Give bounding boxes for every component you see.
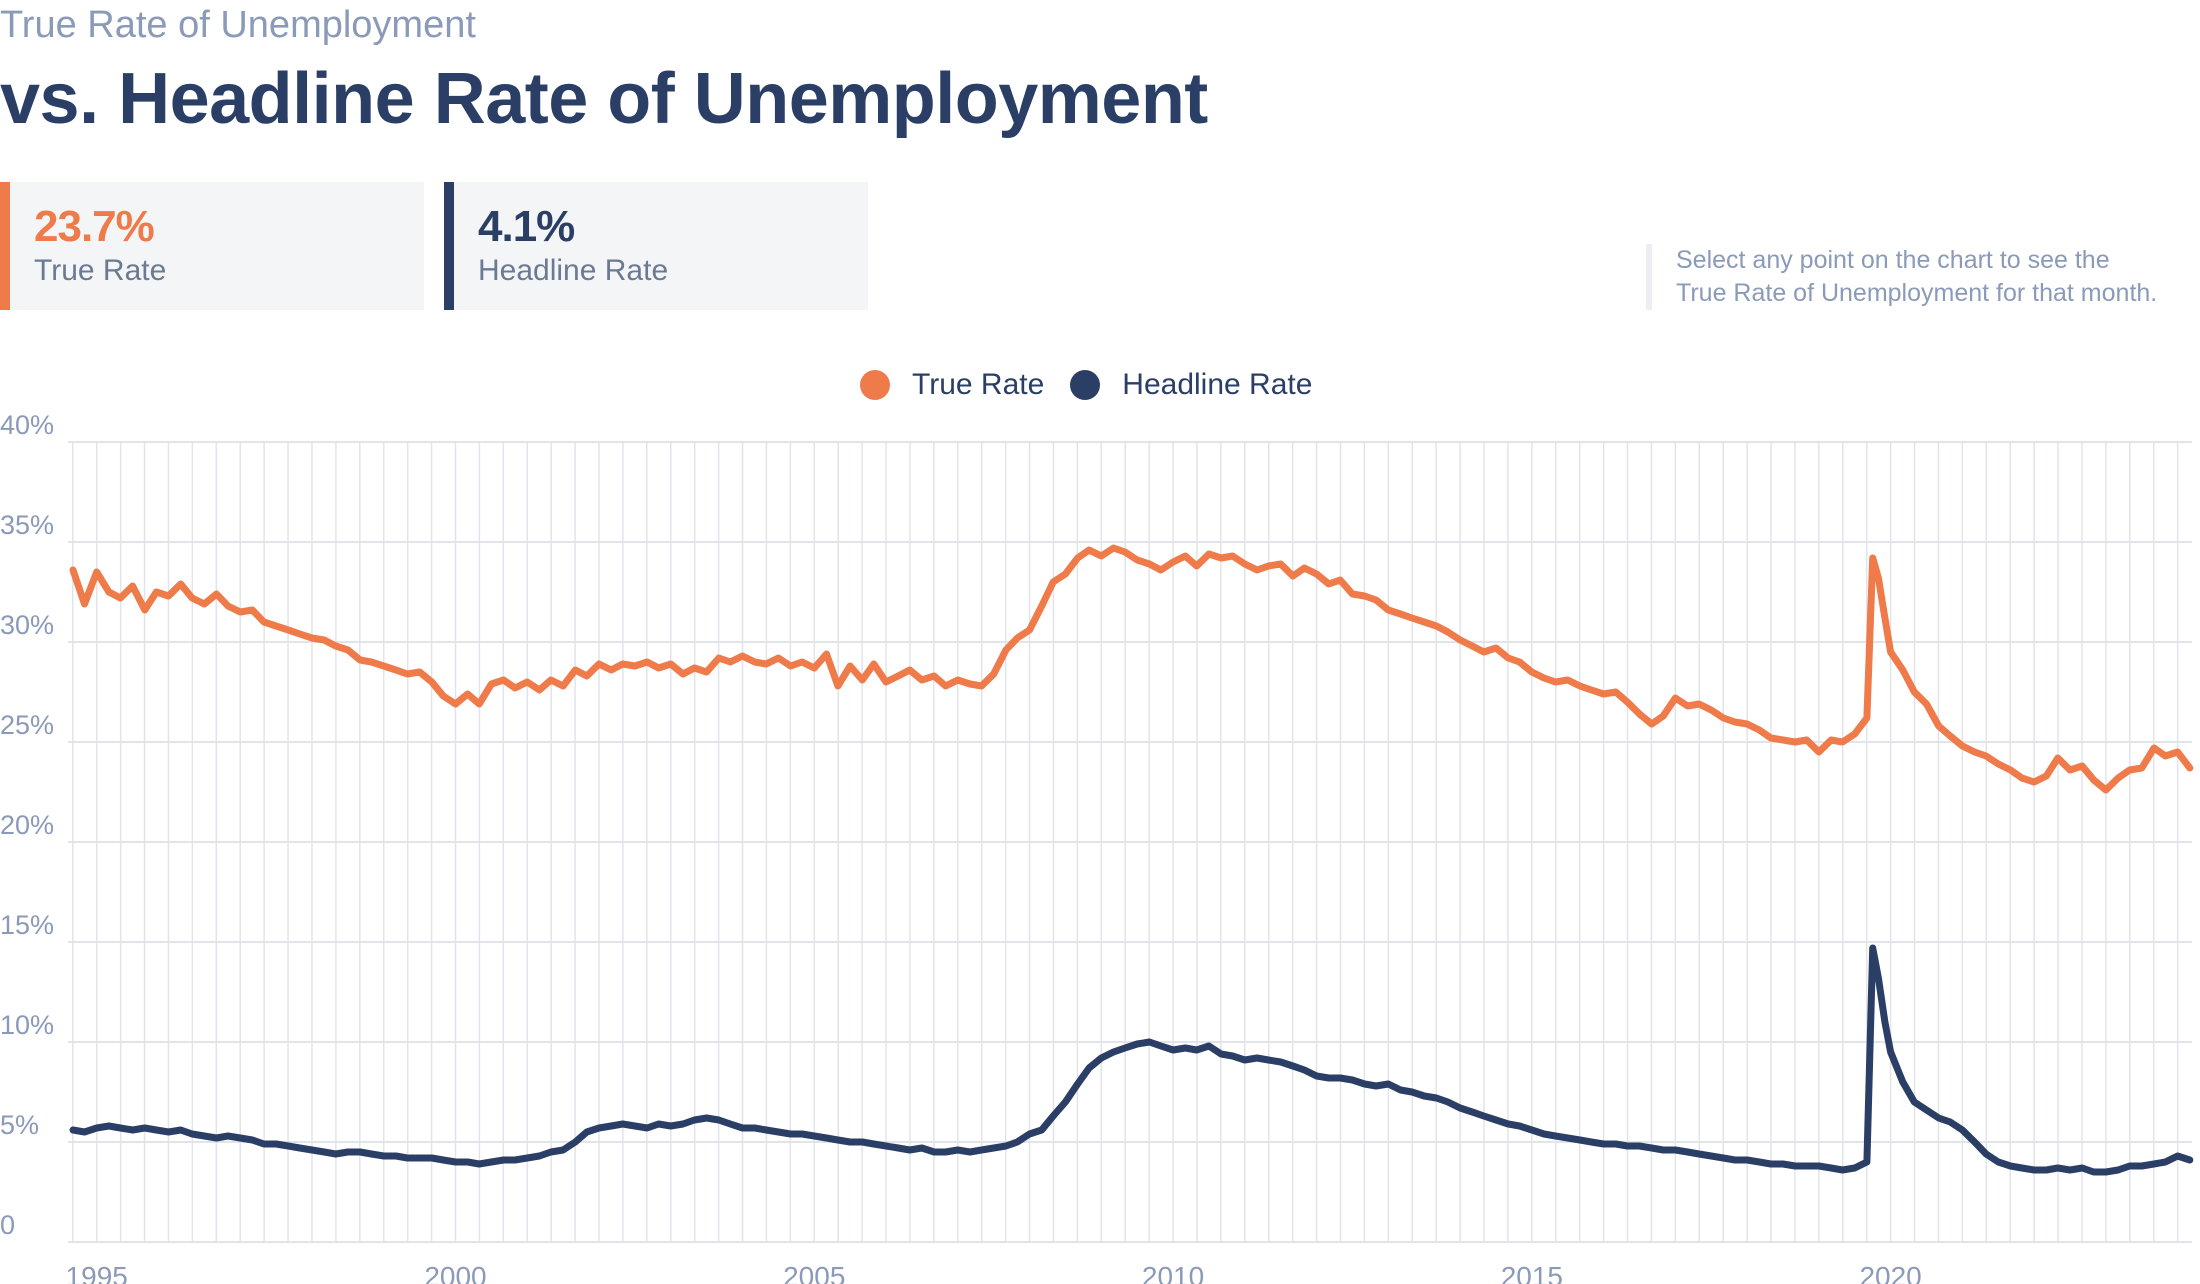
legend-label-headline-rate: Headline Rate (1122, 368, 1313, 401)
headline-rate-accent-bar (444, 182, 454, 310)
headline-rate-value: 4.1% (478, 202, 575, 251)
true-rate-label: True Rate (34, 254, 167, 287)
legend-item-headline-rate[interactable]: Headline Rate (1070, 368, 1312, 402)
legend-dot-headline-rate (1070, 370, 1101, 400)
chart-legend: True Rate Headline Rate (860, 368, 1338, 402)
chart-hint: Select any point on the chart to see the… (1646, 244, 2157, 310)
legend-label-true-rate: True Rate (912, 368, 1045, 401)
chart-hint-line-2: True Rate of Unemployment for that month… (1676, 279, 2158, 307)
y-tick-label: 5% (0, 1110, 39, 1140)
series-line-true-rate[interactable] (69, 544, 2194, 794)
series-line-headline-rate[interactable] (69, 944, 2194, 1176)
y-tick-label: 40% (0, 410, 54, 440)
y-tick-label: 25% (0, 710, 54, 740)
x-tick-label: 1995 (66, 1261, 128, 1284)
y-tick-label: 10% (0, 1010, 54, 1040)
true-rate-card: 23.7% True Rate (0, 182, 424, 310)
y-tick-label: 30% (0, 610, 54, 640)
x-tick-label: 2015 (1501, 1261, 1563, 1284)
page-title: vs. Headline Rate of Unemployment (0, 59, 1208, 139)
line-chart[interactable]: 0 5% 10% 15% 20% 25% 30% 35% 40% 1995 2000 2005 2010… (0, 400, 2200, 1284)
legend-item-true-rate[interactable]: True Rate (860, 368, 1044, 402)
legend-dot-true-rate (860, 370, 890, 400)
true-rate-value: 23.7% (34, 202, 155, 251)
headline-rate-card: 4.1% Headline Rate (444, 182, 868, 310)
y-tick-label: 0 (0, 1210, 15, 1240)
headline-rate-label: Headline Rate (478, 254, 669, 287)
chart-subtitle: True Rate of Unemployment (0, 4, 476, 46)
y-tick-label: 20% (0, 810, 54, 840)
x-tick-label: 2010 (1142, 1261, 1204, 1284)
x-tick-label: 2000 (424, 1261, 486, 1284)
chart-hint-line-1: Select any point on the chart to see the (1676, 246, 2110, 274)
x-tick-label: 2005 (783, 1261, 845, 1284)
true-rate-accent-bar (0, 182, 10, 310)
y-tick-label: 35% (0, 510, 54, 540)
y-tick-label: 15% (0, 910, 54, 940)
x-tick-label: 2020 (1859, 1261, 1921, 1284)
